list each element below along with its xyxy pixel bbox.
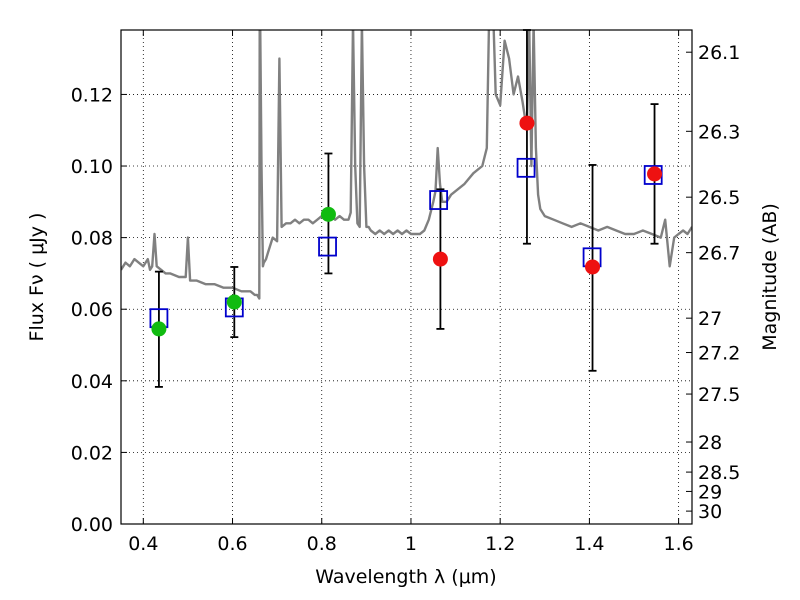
right-tick-label: 29 [698, 481, 722, 503]
red-points-point [432, 251, 448, 267]
model-boxes-square [429, 190, 449, 210]
x-tick-label: 1.6 [664, 533, 694, 555]
x-tick-label: 0.6 [217, 533, 247, 555]
green-points-point [151, 321, 167, 337]
right-tick-label: 27.5 [698, 384, 740, 406]
right-tick-label: 27 [698, 308, 722, 330]
right-tick-label: 28.5 [698, 462, 740, 484]
green-points-point [226, 294, 242, 310]
x-tick-label: 1.4 [574, 533, 604, 555]
grid-lines [121, 30, 692, 524]
right-tick-label: 30 [698, 501, 722, 523]
x-tick-label: 0.8 [307, 533, 337, 555]
y-tick-label: 0.02 [71, 442, 113, 464]
right-tick-label: 26.5 [698, 187, 740, 209]
y-tick-label: 0.08 [71, 228, 113, 250]
model-boxes-square [318, 236, 337, 257]
y-tick-label: 0.00 [71, 514, 113, 536]
y-axis-label: Flux Fν ( μJy ) [26, 213, 48, 342]
y-tick-label: 0.06 [71, 299, 113, 321]
y-tick-label: 0.10 [71, 156, 113, 178]
red-points-point [647, 166, 663, 182]
template-spectrum-line [121, 30, 692, 300]
y-tick-label: 0.12 [71, 84, 113, 106]
green-points-point [320, 206, 336, 222]
right-tick-label: 28 [698, 432, 722, 454]
right-tick-label: 27.2 [698, 343, 740, 365]
right-tick-label: 26.3 [698, 121, 740, 143]
right-axis-label: Magnitude (AB) [759, 203, 781, 351]
red-points-point [519, 115, 535, 131]
y-tick-label: 0.04 [71, 371, 113, 393]
right-tick-label: 26.1 [698, 42, 740, 64]
x-tick-label: 0.4 [128, 533, 158, 555]
x-axis-label: Wavelength λ (μm) [315, 566, 496, 588]
x-tick-label: 1 [405, 533, 417, 555]
model-boxes-square [516, 157, 536, 178]
plot-frame [120, 29, 693, 525]
red-points-point [585, 259, 601, 275]
x-tick-label: 1.2 [485, 533, 515, 555]
right-tick-label: 26.7 [698, 243, 740, 265]
